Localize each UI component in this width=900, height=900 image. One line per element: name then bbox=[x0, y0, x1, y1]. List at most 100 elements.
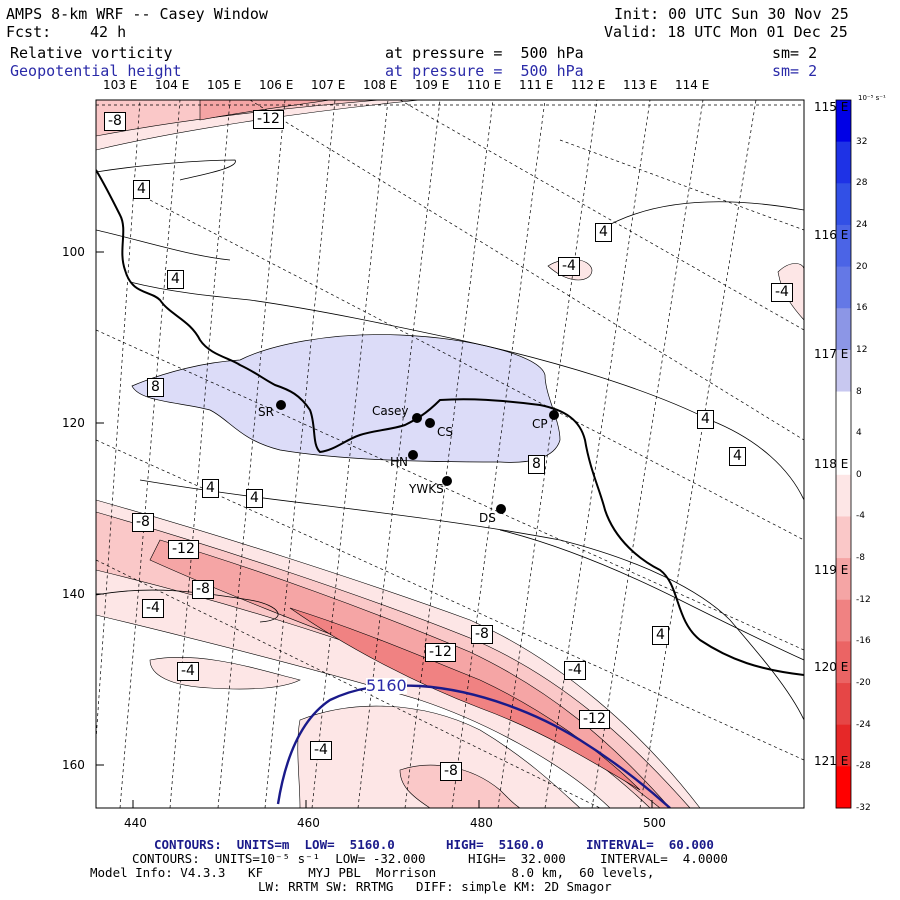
footer-height-high: HIGH= 5160.0 bbox=[446, 837, 544, 852]
vorticity-contour-label: -8 bbox=[132, 513, 154, 532]
top-longitude-label: 106 E bbox=[259, 78, 294, 92]
field1-name: Relative vorticity bbox=[10, 44, 173, 62]
colorbar-label: 24 bbox=[856, 219, 868, 230]
pos-contour-3 bbox=[139, 479, 804, 721]
vorticity-contour-label: 4 bbox=[167, 270, 184, 289]
station-dot-ds bbox=[496, 504, 506, 514]
station-label: HN bbox=[390, 455, 408, 469]
neg-band-top-mid bbox=[96, 100, 381, 137]
vorticity-contour-label: 4 bbox=[729, 447, 746, 466]
colorbar-swatch bbox=[836, 266, 851, 309]
y-tick-label: 140 bbox=[62, 587, 85, 601]
station-dot-sr bbox=[276, 400, 286, 410]
vorticity-contour-label: -12 bbox=[425, 643, 456, 662]
top-longitude-label: 107 E bbox=[311, 78, 346, 92]
colorbar-swatch bbox=[836, 516, 851, 559]
colorbar-label: 32 bbox=[856, 136, 868, 147]
vorticity-contour-label: -4 bbox=[142, 599, 164, 618]
fcst-label: Fcst: bbox=[6, 23, 52, 41]
vorticity-contour-label: -4 bbox=[177, 662, 199, 681]
colorbar-label: -20 bbox=[856, 678, 871, 689]
vorticity-contour-label: -4 bbox=[310, 741, 332, 760]
vorticity-contour-label: 4 bbox=[202, 479, 219, 498]
colorbar-label: 12 bbox=[856, 344, 868, 355]
right-longitude-label: 117 E bbox=[814, 347, 849, 361]
vorticity-contour-label: -12 bbox=[579, 710, 610, 729]
footer-vort-high: HIGH= 32.000 bbox=[468, 851, 566, 866]
top-longitude-label: 113 E bbox=[623, 78, 658, 92]
vorticity-contour-label: 4 bbox=[246, 489, 263, 508]
colorbar-label: 0 bbox=[856, 469, 862, 480]
pos-contour-4 bbox=[599, 201, 804, 231]
top-longitude-label: 114 E bbox=[675, 78, 710, 92]
top-longitude-label: 112 E bbox=[571, 78, 606, 92]
height-5160-contour bbox=[276, 684, 671, 808]
colorbar-swatch bbox=[836, 183, 851, 226]
map-frame bbox=[95, 99, 805, 809]
graticule bbox=[96, 100, 804, 808]
x-tick-label: 460 bbox=[297, 816, 320, 830]
colorbar-label: 20 bbox=[856, 261, 868, 272]
station-dot-cs bbox=[425, 418, 435, 428]
station-label: DS bbox=[479, 511, 496, 525]
init-time: Init: 00 UTC Sun 30 Nov 25 bbox=[614, 5, 849, 23]
x-tick-label: 440 bbox=[124, 816, 147, 830]
neg-band-bottom bbox=[297, 705, 581, 808]
colorbar-frame bbox=[835, 99, 852, 809]
top-longitude-label: 108 E bbox=[363, 78, 398, 92]
x-tick-label: 500 bbox=[643, 816, 666, 830]
colorbar-swatch bbox=[836, 391, 851, 434]
y-tick-label: 160 bbox=[62, 758, 85, 772]
pos-contour-1 bbox=[96, 159, 236, 181]
vorticity-contour-label: 4 bbox=[133, 180, 150, 199]
station-dot-ywks bbox=[442, 476, 452, 486]
colorbar-swatch bbox=[836, 558, 851, 601]
colorbar-swatch bbox=[836, 433, 851, 476]
colorbar-swatch bbox=[836, 224, 851, 268]
station-dot-hn bbox=[408, 450, 418, 460]
valid-time: Valid: 18 UTC Mon 01 Dec 25 bbox=[604, 23, 848, 41]
top-longitude-label: 111 E bbox=[519, 78, 554, 92]
station-label: Casey bbox=[372, 404, 409, 418]
colorbar-label: 16 bbox=[856, 303, 868, 314]
colorbar-label: 8 bbox=[856, 386, 862, 397]
top-longitude-label: 109 E bbox=[415, 78, 450, 92]
top-longitude-label: 104 E bbox=[155, 78, 190, 92]
colorbar-swatch bbox=[836, 766, 851, 809]
colorbar-swatch bbox=[836, 599, 851, 642]
footer-physics: LW: RRTM SW: RRTMG DIFF: simple KM: 2D S… bbox=[258, 879, 612, 894]
station-label: SR bbox=[258, 405, 274, 419]
right-longitude-label: 119 E bbox=[814, 563, 849, 577]
colorbar-label: -12 bbox=[856, 594, 871, 605]
right-longitude-label: 115 E bbox=[814, 100, 849, 114]
station-label: CS bbox=[437, 425, 453, 439]
neg-band-lower-minus4-left bbox=[149, 657, 301, 690]
vorticity-contour-label: -4 bbox=[564, 661, 586, 680]
vorticity-contour-label: 4 bbox=[697, 410, 714, 429]
right-longitude-label: 121 E bbox=[814, 754, 849, 768]
footer-vort-units: CONTOURS: UNITS=10⁻⁵ s⁻¹ LOW= -32.000 bbox=[132, 851, 426, 866]
colorbar-swatch bbox=[836, 641, 851, 684]
vorticity-contour-label: -12 bbox=[168, 540, 199, 559]
colorbar-swatch bbox=[836, 100, 851, 143]
vorticity-contour-label: 8 bbox=[147, 378, 164, 397]
colorbar-swatch bbox=[836, 683, 851, 726]
pos-vorticity-area bbox=[131, 334, 561, 463]
colorbar-label: 28 bbox=[856, 178, 868, 189]
vorticity-contour-label: -8 bbox=[192, 580, 214, 599]
pos-contour-6 bbox=[96, 589, 279, 623]
y-tick-label: 100 bbox=[62, 245, 85, 259]
colorbar bbox=[836, 100, 851, 809]
vorticity-contour-label: 8 bbox=[528, 455, 545, 474]
station-label: YWKS bbox=[409, 482, 444, 496]
field1-sm: sm= 2 bbox=[772, 44, 818, 62]
colorbar-swatch bbox=[836, 724, 851, 767]
colorbar-label: 4 bbox=[856, 428, 862, 439]
field1-level: at pressure = 500 hPa bbox=[385, 44, 584, 62]
footer-model-info: Model Info: V4.3.3 KF MYJ PBL Morrison 8… bbox=[90, 865, 655, 880]
fcst-value: 42 h bbox=[90, 23, 127, 41]
y-tick-label: 120 bbox=[62, 416, 85, 430]
vorticity-contour-label: -8 bbox=[471, 625, 493, 644]
colorbar-label: -16 bbox=[856, 636, 871, 647]
colorbar-swatch bbox=[836, 349, 851, 393]
